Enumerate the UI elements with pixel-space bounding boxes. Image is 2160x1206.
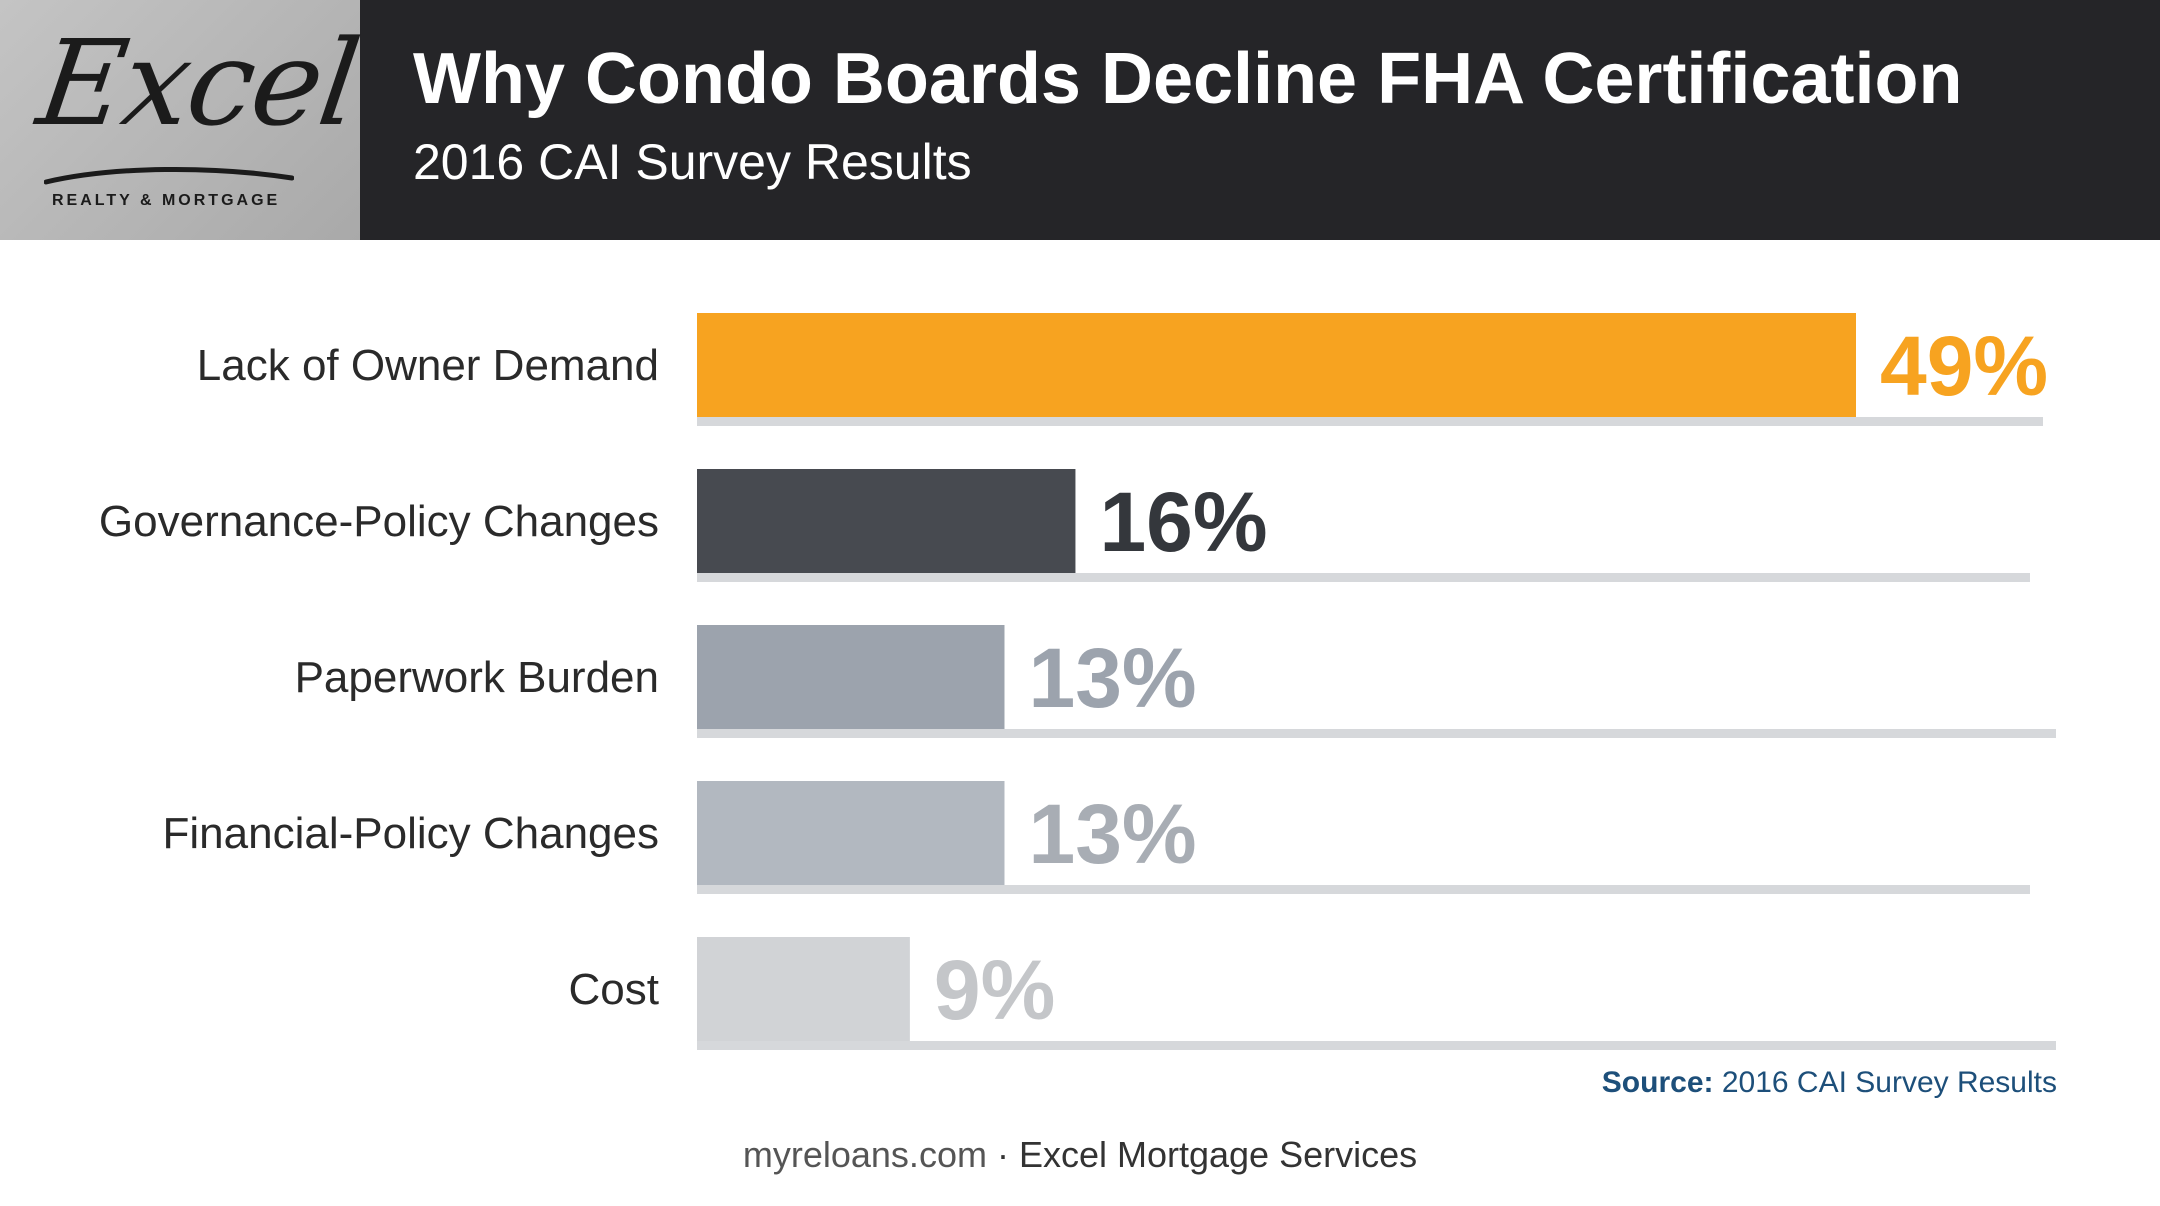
footer-site: myreloans.com	[742, 1134, 987, 1175]
category-label: Financial-Policy Changes	[163, 809, 659, 858]
source-label: Source:	[1601, 1066, 1714, 1099]
bar	[697, 625, 1005, 729]
value-label: 16%	[1099, 475, 1267, 569]
bar	[697, 469, 1076, 573]
footer: myreloans.com · Excel Mortgage Services	[0, 1134, 2160, 1176]
footer-separator: ·	[986, 1134, 1019, 1175]
category-label: Cost	[569, 965, 659, 1014]
bar-track	[697, 729, 2056, 738]
category-label: Lack of Owner Demand	[197, 341, 659, 390]
page-subtitle: 2016 CAI Survey Results	[413, 134, 972, 190]
bar	[697, 781, 1005, 885]
page-title: Why Condo Boards Decline FHA Certificati…	[413, 39, 1963, 119]
bar-track	[697, 417, 2043, 426]
bar-track	[697, 885, 2030, 894]
category-label: Governance-Policy Changes	[99, 497, 659, 546]
logo-swash	[44, 166, 294, 185]
bar	[697, 937, 910, 1041]
footer-company: Excel Mortgage Services	[1018, 1134, 1418, 1175]
value-label: 13%	[1028, 631, 1196, 725]
value-label: 9%	[934, 943, 1055, 1037]
logo-wordmark: Excel	[30, 14, 367, 152]
header-banner: Excel REALTY & MORTGAGE Why Condo Boards…	[0, 0, 2160, 240]
bar-track	[697, 1041, 2056, 1050]
bar-chart: Lack of Owner Demand 49% Governance-Policy…	[99, 313, 2056, 1050]
logo: Excel REALTY & MORTGAGE	[0, 0, 366, 240]
value-label: 49%	[1880, 319, 2048, 413]
source-text: 2016 CAI Survey Results	[1713, 1066, 2057, 1099]
value-label: 13%	[1028, 787, 1196, 881]
bar	[697, 313, 1856, 417]
logo-tagline: REALTY & MORTGAGE	[52, 192, 281, 209]
bar-track	[697, 573, 2030, 582]
source-note: Source: 2016 CAI Survey Results	[1602, 1066, 2057, 1100]
category-label: Paperwork Burden	[295, 653, 659, 702]
